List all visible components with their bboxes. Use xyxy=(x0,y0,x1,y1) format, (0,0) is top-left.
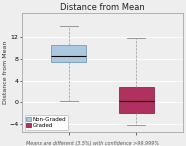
Title: Distance from Mean: Distance from Mean xyxy=(60,3,145,12)
Text: Means are different (3.5%) with confidence >99.999%: Means are different (3.5%) with confiden… xyxy=(26,141,160,146)
Legend: Non-Graded, Graded: Non-Graded, Graded xyxy=(25,115,68,130)
Y-axis label: Distance from Mean: Distance from Mean xyxy=(3,41,8,104)
PathPatch shape xyxy=(119,87,154,113)
PathPatch shape xyxy=(52,45,86,62)
